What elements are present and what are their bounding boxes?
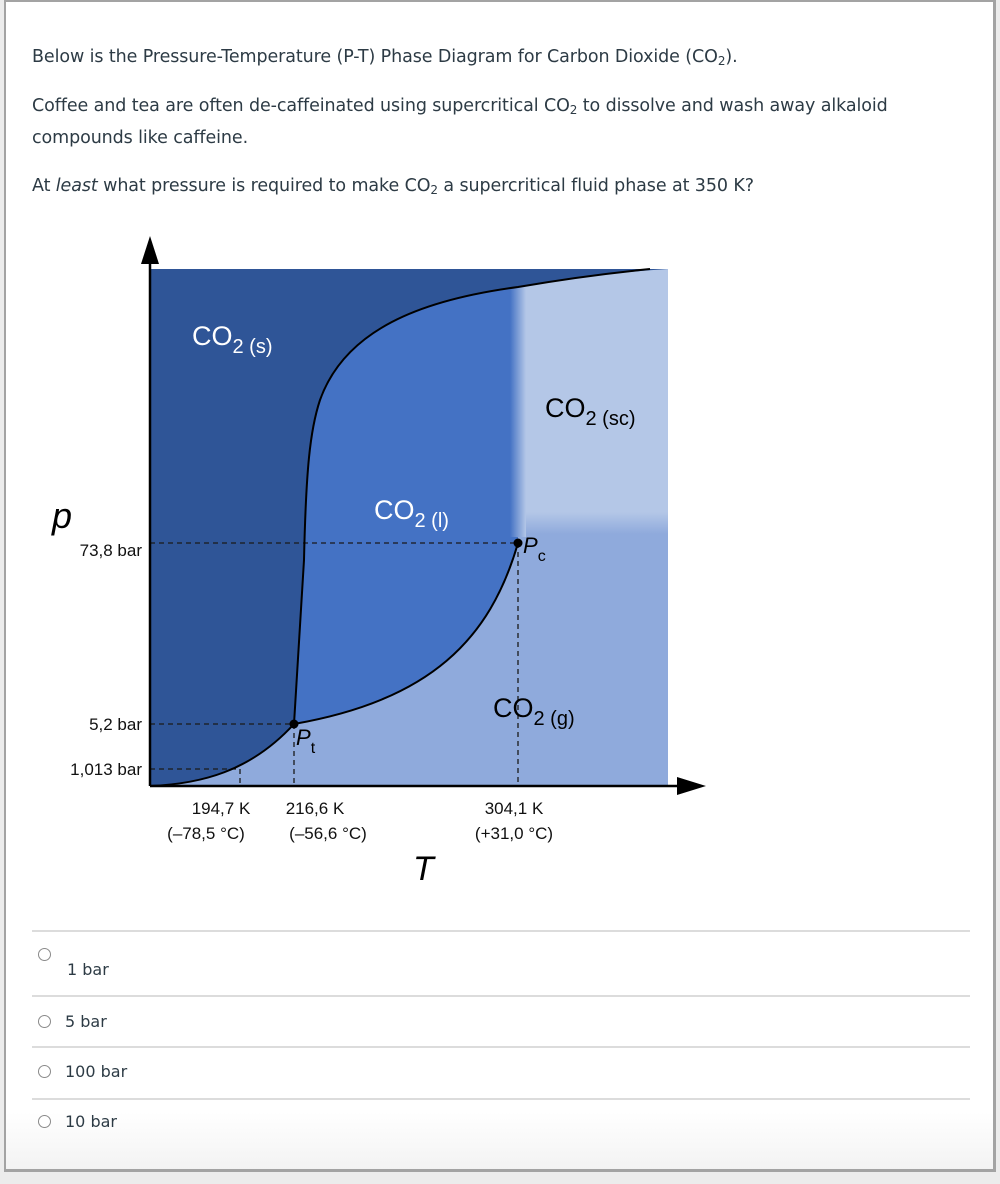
- question-line-2: Coffee and tea are often de-caffeinated …: [32, 96, 888, 116]
- label-supercritical: CO2 (sc): [545, 393, 636, 430]
- region-solid: [150, 269, 668, 786]
- x-tick-sublimation-k: 194,7 K: [192, 799, 251, 818]
- question-prompt: At least what pressure is required to ma…: [32, 176, 754, 196]
- x-axis-arrow-icon: [677, 777, 706, 795]
- y-tick-critical: 73,8 bar: [80, 541, 143, 560]
- x-tick-triple-c: (–56,6 °C): [289, 824, 367, 843]
- divider: [32, 1046, 970, 1048]
- question-line-3: compounds like caffeine.: [32, 128, 249, 148]
- subscript: 2: [569, 103, 578, 117]
- answer-label: 1 bar: [67, 960, 109, 979]
- subscript: 2: [430, 183, 438, 197]
- region-liquid: [294, 287, 518, 724]
- radio-button[interactable]: [38, 1115, 51, 1128]
- subscript: 2: [717, 54, 726, 68]
- label-gas: CO2 (g): [493, 693, 575, 730]
- text: Below is the Pressure-Temperature (P-T) …: [32, 47, 718, 67]
- vaporization-curve: [293, 542, 519, 725]
- phase-diagram: CO2 (s) CO2 (l) CO2 (g) CO2 (sc) Pt Pc p…: [51, 236, 706, 888]
- text: Coffee and tea are often de-caffeinated …: [32, 96, 570, 116]
- triple-point-label: Pt: [296, 725, 316, 757]
- radio-button[interactable]: [38, 948, 51, 961]
- radio-button[interactable]: [38, 1065, 51, 1078]
- answer-label: 5 bar: [65, 1012, 107, 1031]
- divider: [32, 1098, 970, 1100]
- x-tick-critical-c: (+31,0 °C): [475, 824, 553, 843]
- critical-point-marker: [513, 538, 523, 548]
- answer-option-3[interactable]: 100 bar: [38, 1062, 127, 1081]
- label-liquid: CO2 (l): [374, 495, 449, 532]
- answer-option-2[interactable]: 5 bar: [38, 1012, 107, 1031]
- radio-button[interactable]: [38, 1015, 51, 1028]
- x-tick-critical-k: 304,1 K: [485, 799, 544, 818]
- answer-option-1[interactable]: 1 bar: [38, 948, 109, 979]
- y-axis-label: p: [51, 495, 72, 536]
- triple-point-marker: [289, 719, 299, 729]
- y-tick-triple: 5,2 bar: [89, 715, 142, 734]
- label-solid: CO2 (s): [192, 321, 273, 358]
- text: ).: [725, 47, 738, 67]
- y-tick-atm: 1,013 bar: [70, 760, 142, 779]
- text: what pressure is required to make CO: [97, 176, 431, 196]
- divider: [32, 995, 970, 997]
- emphasis: least: [55, 176, 98, 196]
- y-axis-arrow-icon: [141, 236, 159, 264]
- x-tick-sublimation-c: (–78,5 °C): [167, 824, 245, 843]
- text: a supercritical fluid phase at 350 K?: [437, 176, 754, 196]
- critical-point-label: Pc: [523, 533, 546, 565]
- text: to dissolve and wash away alkaloid: [577, 96, 888, 116]
- answer-option-4[interactable]: 10 bar: [38, 1112, 117, 1131]
- x-tick-triple-k: 216,6 K: [286, 799, 345, 818]
- answer-label: 10 bar: [65, 1112, 117, 1131]
- divider: [32, 930, 970, 932]
- text: At: [32, 176, 56, 196]
- melting-curve: [293, 268, 651, 725]
- x-axis-label: T: [413, 850, 436, 888]
- question-line-1: Below is the Pressure-Temperature (P-T) …: [32, 47, 738, 67]
- region-supercritical: [518, 269, 668, 525]
- answer-label: 100 bar: [65, 1062, 128, 1081]
